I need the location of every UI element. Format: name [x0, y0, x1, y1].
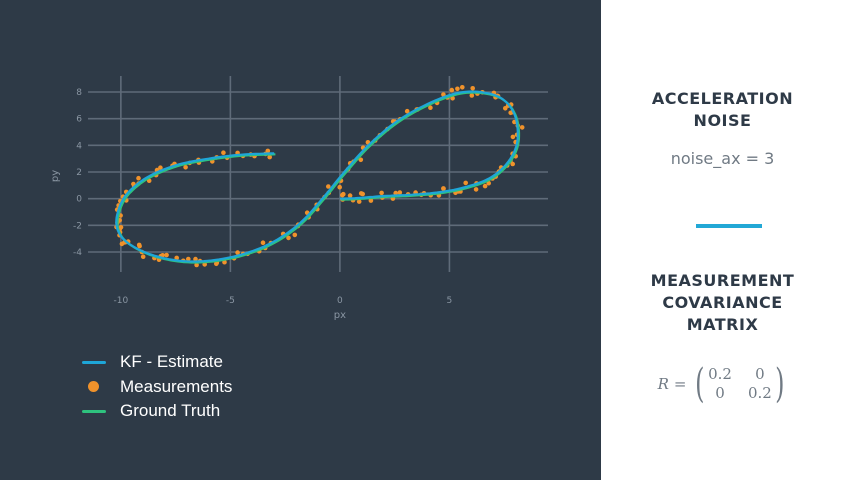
heading-line: MEASUREMENT: [650, 271, 795, 290]
measurement-point: [358, 191, 364, 196]
measurement-point: [450, 96, 455, 101]
matrix-equals: =: [673, 375, 687, 393]
measurement-point: [292, 232, 298, 238]
measurement-point: [503, 106, 508, 111]
measurement-point: [482, 183, 488, 189]
acceleration-noise-heading: ACCELERATION NOISE: [601, 88, 844, 132]
covariance-matrix-heading: MEASUREMENT COVARIANCE MATRIX: [601, 270, 844, 336]
measurement-point: [286, 235, 291, 241]
y-tick-label: -2: [73, 221, 82, 231]
noise-value-text: noise_ax = 3: [670, 149, 775, 168]
covariance-matrix: R = ( 0.2 0 0 0.2 ): [601, 362, 844, 406]
matrix-variable: R: [657, 375, 669, 393]
y-tick-label: 0: [76, 195, 82, 205]
measurement-point: [510, 161, 515, 167]
measurement-point: [393, 190, 399, 196]
matrix-cell: 0: [755, 365, 765, 383]
measurement-point: [260, 240, 266, 245]
heading-line: ACCELERATION: [651, 89, 794, 108]
measurement-dot-swatch: [88, 380, 99, 392]
heading-line: COVARIANCE: [662, 293, 783, 312]
y-tick-label: 8: [76, 88, 82, 98]
y-tick-label: 4: [76, 141, 82, 151]
matrix-entries: 0.2 0 0 0.2: [708, 365, 772, 403]
legend-label-measurements: Measurements: [120, 376, 233, 396]
matrix-left-paren: (: [695, 361, 705, 407]
measurement-point: [235, 250, 240, 255]
measurement-point: [358, 157, 364, 163]
legend-label-truth: Ground Truth: [120, 401, 221, 421]
measurement-point: [137, 243, 142, 249]
measurement-point: [463, 180, 469, 186]
trajectory-chart: -4 -2 0 2 4 6 8 -10 -5 0 5 px py: [50, 76, 548, 321]
measurement-point: [441, 92, 446, 97]
legend-label-estimate: KF - Estimate: [120, 352, 223, 372]
measurement-point: [222, 259, 227, 265]
matrix-cell: 0.2: [708, 365, 732, 383]
measurement-point: [347, 193, 353, 198]
x-tick-label: 5: [447, 296, 453, 306]
x-tick-label: -5: [226, 296, 235, 306]
x-axis-label: px: [334, 310, 346, 321]
estimate-line-swatch: [82, 361, 106, 365]
measurement-point: [140, 254, 146, 259]
grid-lines: [88, 76, 548, 272]
measurement-point: [186, 256, 191, 262]
heading-line: MATRIX: [686, 315, 759, 334]
measurement-point: [183, 165, 188, 170]
truth-line-swatch: [82, 410, 106, 414]
x-tick-label: 0: [337, 296, 343, 306]
parameters-panel: ACCELERATION NOISE noise_ax = 3 MEASUREM…: [601, 0, 844, 480]
measurement-point: [449, 87, 455, 93]
measurement-point: [519, 125, 525, 130]
measurement-point: [469, 93, 475, 98]
measurement-point: [379, 190, 384, 196]
measurement-point: [356, 199, 362, 204]
measurement-point: [428, 105, 433, 110]
y-tick-label: -4: [73, 248, 82, 258]
measurement-point: [486, 180, 492, 186]
measurement-point: [341, 191, 346, 197]
measurement-point: [510, 134, 516, 140]
legend-item-truth: Ground Truth: [80, 399, 232, 424]
legend-item-estimate: KF - Estimate: [80, 350, 232, 375]
x-tick-label: -10: [114, 296, 129, 306]
measurement-point: [193, 256, 198, 262]
matrix-cell: 0: [715, 384, 725, 402]
y-axis-label: py: [50, 170, 61, 182]
ground-truth-line: [116, 91, 521, 264]
measurement-point: [174, 255, 179, 261]
matrix-right-paren: ): [774, 361, 785, 407]
measurement-point: [337, 184, 343, 190]
measurement-point: [164, 252, 169, 258]
y-tick-label: 2: [76, 168, 82, 178]
kf-estimate-line: [115, 90, 519, 263]
measurement-point: [368, 198, 374, 203]
measurement-point: [455, 86, 460, 92]
measurement-point: [460, 85, 465, 90]
measurement-point: [404, 108, 410, 114]
y-tick-label: 6: [76, 115, 82, 125]
measurement-point: [194, 262, 199, 268]
legend-item-measurements: Measurements: [80, 375, 232, 400]
measurement-point: [136, 175, 141, 181]
heading-line: NOISE: [693, 111, 752, 130]
measurement-point: [326, 184, 331, 189]
measurement-point: [441, 186, 446, 191]
measurement-point: [267, 154, 273, 160]
measurement-point: [397, 190, 403, 195]
chart-legend: KF - Estimate Measurements Ground Truth: [80, 350, 232, 424]
matrix-cell: 0.2: [747, 384, 772, 402]
chart-panel: -4 -2 0 2 4 6 8 -10 -5 0 5 px py KF - Estimate Mea…: [0, 0, 601, 480]
tick-labels: -4 -2 0 2 4 6 8 -10 -5 0 5: [73, 88, 452, 306]
section-divider: [696, 224, 762, 228]
measurement-point: [158, 165, 163, 170]
measurement-point: [473, 187, 479, 192]
measurement-markers: [114, 85, 525, 268]
measurement-point: [221, 150, 226, 155]
measurement-point: [470, 86, 476, 91]
